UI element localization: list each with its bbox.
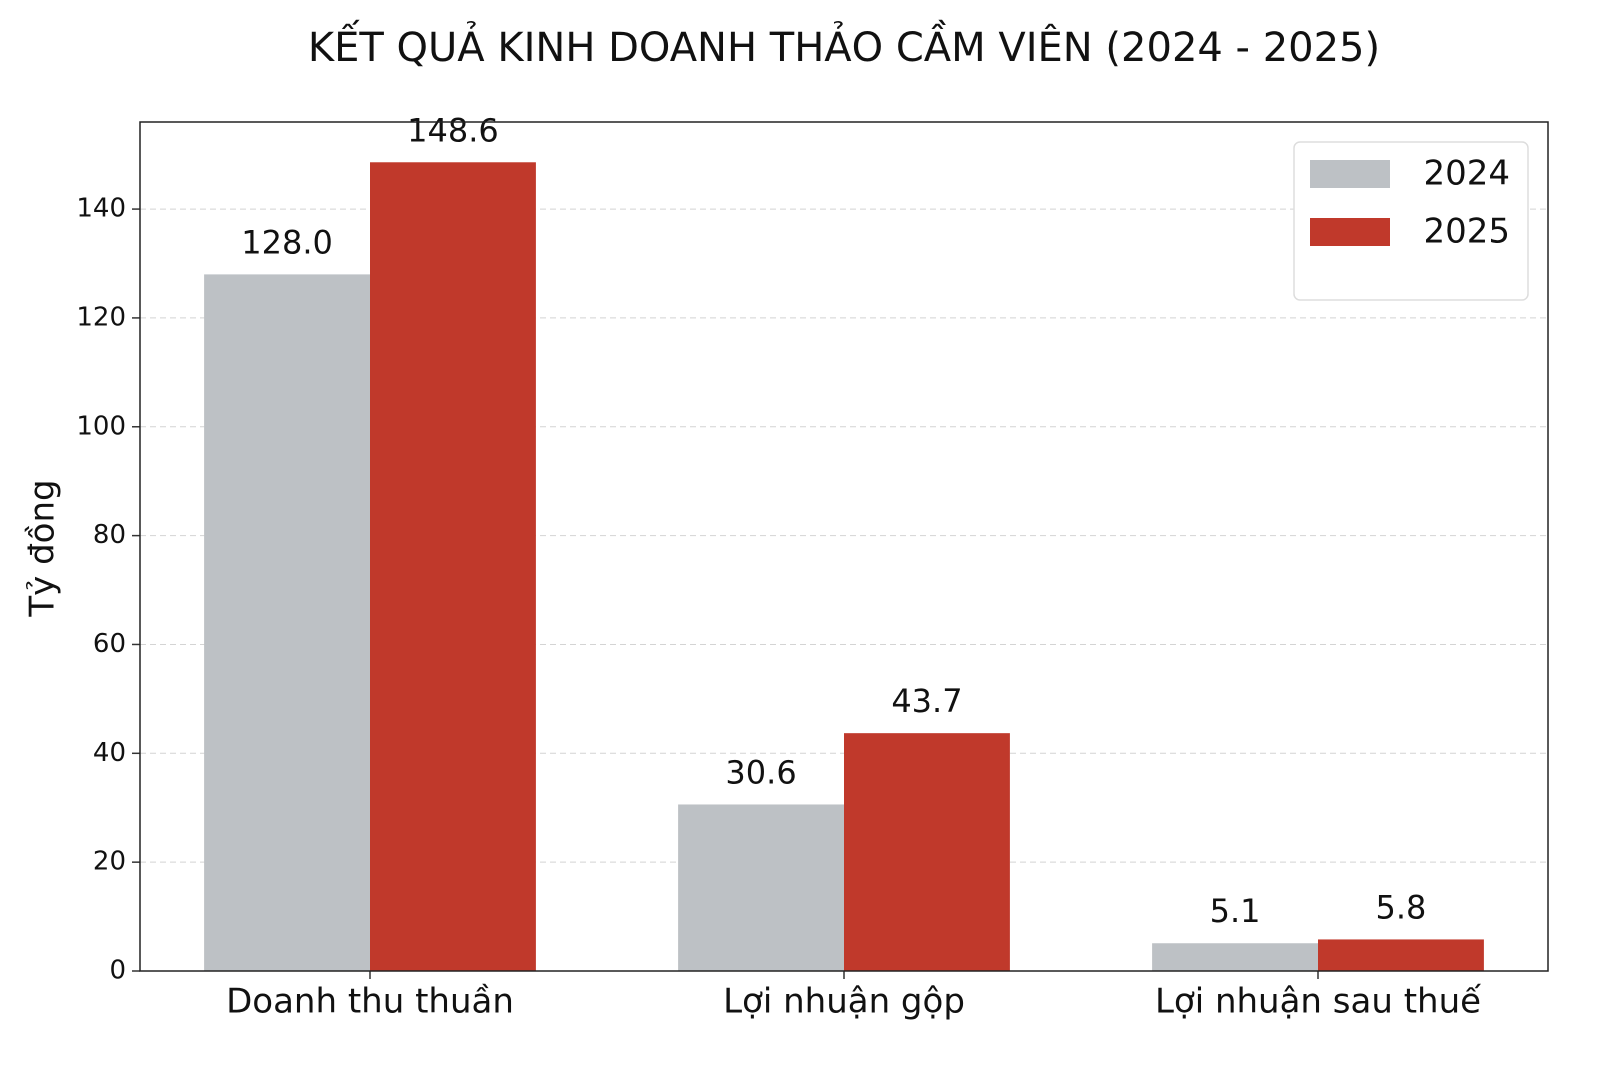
x-tick-label: Doanh thu thuần: [226, 982, 514, 1022]
x-tick-label: Lợi nhuận sau thuế: [1155, 982, 1481, 1022]
y-tick-label: 40: [93, 738, 126, 768]
chart-title: KẾT QUẢ KINH DOANH THẢO CẦM VIÊN (2024 -…: [308, 19, 1380, 71]
value-label: 148.6: [407, 111, 499, 149]
value-label: 128.0: [241, 223, 333, 261]
y-tick-label: 60: [93, 629, 126, 659]
y-tick-label: 80: [93, 520, 126, 550]
y-tick-label: 120: [76, 302, 126, 332]
bar: [678, 804, 844, 971]
bar: [370, 162, 536, 971]
legend-swatch: [1310, 160, 1390, 188]
y-tick-label: 20: [93, 847, 126, 877]
y-tick-label: 100: [76, 411, 126, 441]
value-label: 5.8: [1376, 888, 1427, 926]
legend-label: 2024: [1423, 154, 1510, 194]
value-label: 30.6: [725, 753, 796, 791]
x-tick-label: Lợi nhuận gộp: [723, 982, 965, 1022]
bar: [1152, 943, 1318, 971]
legend-label: 2025: [1423, 212, 1510, 252]
value-label: 5.1: [1210, 892, 1261, 930]
bar: [204, 274, 370, 971]
plot-frame: [139, 121, 1549, 972]
y-tick-label: 140: [76, 194, 126, 224]
y-axis-label: Tỷ đồng: [23, 479, 63, 617]
legend-swatch: [1310, 218, 1390, 246]
y-tick-label: 0: [109, 956, 126, 986]
bar: [1318, 939, 1484, 971]
bar: [844, 733, 1010, 971]
value-label: 43.7: [891, 682, 962, 720]
